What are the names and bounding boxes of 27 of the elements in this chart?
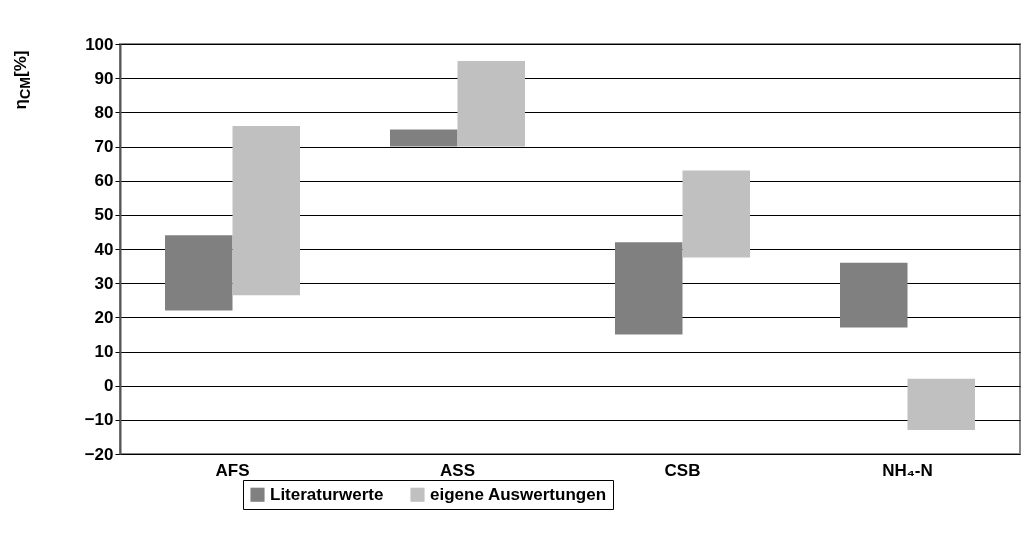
y-tick-label: 90 xyxy=(94,68,114,88)
y-tick-label: 30 xyxy=(94,273,114,293)
bar xyxy=(682,170,750,258)
y-tick-label: 70 xyxy=(94,137,114,156)
y-tick-label: 50 xyxy=(94,205,114,225)
y-tick-label: 0 xyxy=(104,376,114,396)
x-tick-label: ASS xyxy=(440,460,475,480)
bar xyxy=(907,378,975,431)
x-tick-label: CSB xyxy=(664,460,701,480)
legend-label: Literaturwerte xyxy=(270,484,384,504)
x-tick-label: AFS xyxy=(215,460,250,480)
bar xyxy=(390,129,458,147)
y-tick-label: 20 xyxy=(94,307,114,327)
y-tick-label: 60 xyxy=(94,171,114,191)
y-tick-label: −10 xyxy=(84,410,114,430)
y-tick-label: 100 xyxy=(85,34,114,54)
y-tick-label: −20 xyxy=(84,444,114,464)
bar xyxy=(165,235,233,311)
x-tick-label: NH₄-N xyxy=(882,460,933,480)
legend-label: eigene Auswertungen xyxy=(430,484,607,504)
bar xyxy=(840,262,908,328)
bar xyxy=(615,242,683,335)
bar xyxy=(232,126,300,296)
y-tick-label: 40 xyxy=(94,239,114,259)
y-tick-label: 80 xyxy=(94,102,114,122)
y-tick-label: 10 xyxy=(94,342,114,361)
bar xyxy=(457,61,525,147)
